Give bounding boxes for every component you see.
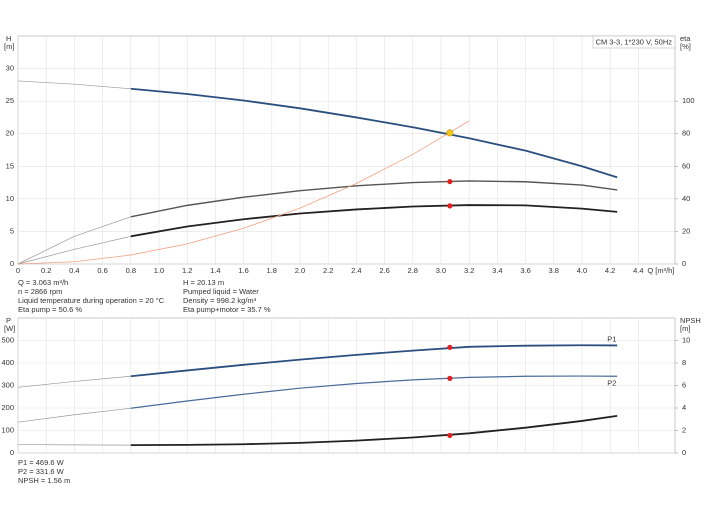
- y-tick-label: 0: [10, 448, 14, 457]
- x-tick-label: 4.0: [577, 266, 587, 275]
- curve: [17, 444, 131, 446]
- duty-point: [447, 203, 453, 209]
- x-tick-label: 1.6: [238, 266, 248, 275]
- y2-tick-label: 100: [682, 96, 695, 105]
- x-axis-label: Q [m³/h]: [647, 266, 674, 275]
- x-tick-label: 2.8: [408, 266, 418, 275]
- operating-note: Eta pump+motor = 35.7 %: [183, 305, 271, 314]
- x-tick-label: 1.4: [210, 266, 220, 275]
- x-tick-label: 0.2: [41, 266, 51, 275]
- plot-frame: [17, 35, 676, 265]
- curve: [130, 344, 618, 378]
- y2-tick-label: 60: [682, 161, 690, 170]
- operating-note: Eta pump = 50.6 %: [18, 305, 82, 314]
- x-tick-label: 4.4: [633, 266, 643, 275]
- caption-box: [592, 35, 676, 49]
- x-tick-label: 2.2: [323, 266, 333, 275]
- x-tick-label: 0.6: [97, 266, 107, 275]
- x-tick-label: 2.4: [351, 266, 361, 275]
- y2-tick-label: 0: [682, 448, 686, 457]
- duty-point: [446, 129, 454, 137]
- y2-tick-label: 40: [682, 194, 690, 203]
- y-tick-label: 0: [10, 259, 14, 268]
- curve: [17, 375, 131, 388]
- curve: [17, 407, 131, 423]
- y-axis-unit: [W]: [4, 324, 15, 333]
- y-tick-label: 500: [1, 335, 14, 344]
- curve: [130, 204, 618, 238]
- operating-note: n = 2866 rpm: [18, 287, 62, 296]
- x-tick-label: 3.2: [464, 266, 474, 275]
- y2-tick-label: 20: [682, 226, 690, 235]
- x-tick-label: 1.8: [267, 266, 277, 275]
- x-tick-label: 0: [16, 266, 20, 275]
- x-tick-label: 0.8: [126, 266, 136, 275]
- curve: [17, 80, 131, 90]
- x-tick-label: 2.0: [295, 266, 305, 275]
- operating-note: Q = 3.063 m³/h: [18, 278, 68, 287]
- y-axis-unit: [m]: [4, 42, 14, 51]
- y-tick-label: 400: [1, 358, 14, 367]
- curve: [17, 235, 131, 265]
- operating-note: Density = 998.2 kg/m³: [183, 296, 257, 305]
- operating-note: Liquid temperature during operation = 20…: [18, 296, 165, 305]
- y-tick-label: 25: [6, 96, 14, 105]
- y2-axis-label: NPSH: [680, 316, 701, 325]
- curve: [130, 414, 618, 447]
- duty-point: [447, 178, 453, 185]
- curve-label: P2: [607, 378, 616, 387]
- y2-tick-label: 8: [682, 358, 686, 367]
- caption: CM 3-3, 1*230 V, 50Hz: [596, 37, 673, 46]
- operating-note: H = 20.13 m: [183, 278, 224, 287]
- operating-note: P2 = 331.6 W: [18, 467, 65, 476]
- x-tick-label: 1.2: [182, 266, 192, 275]
- y2-tick-label: 80: [682, 129, 690, 138]
- y-tick-label: 5: [10, 226, 14, 235]
- operating-note: NPSH = 1.56 m: [18, 476, 70, 485]
- duty-point: [447, 432, 453, 439]
- y-axis-label: H: [6, 34, 11, 43]
- y2-tick-label: 4: [682, 403, 686, 412]
- y-tick-label: 300: [1, 380, 14, 389]
- x-tick-label: 0.4: [69, 266, 79, 275]
- x-tick-label: 3.6: [520, 266, 530, 275]
- y-tick-label: 20: [6, 129, 14, 138]
- y-tick-label: 200: [1, 403, 14, 412]
- curve: [17, 120, 470, 265]
- x-tick-label: 3.4: [492, 266, 502, 275]
- y2-axis-unit: [%]: [680, 42, 691, 51]
- y-tick-label: 30: [6, 64, 14, 73]
- curve-label: P1: [607, 334, 616, 343]
- x-tick-label: 2.6: [379, 266, 389, 275]
- x-tick-label: 3.0: [436, 266, 446, 275]
- y2-axis-unit: [m]: [680, 324, 690, 333]
- y2-tick-label: 2: [682, 425, 686, 434]
- y2-tick-label: 6: [682, 380, 686, 389]
- y-tick-label: 100: [1, 425, 14, 434]
- y-axis-label: P: [6, 316, 11, 325]
- curve: [17, 216, 131, 265]
- y-tick-label: 15: [6, 161, 14, 170]
- x-tick-label: 1.0: [154, 266, 164, 275]
- y2-tick-label: 10: [682, 335, 690, 344]
- operating-note: P1 = 469.6 W: [18, 458, 65, 467]
- curve: [130, 87, 618, 179]
- curve: [130, 375, 618, 409]
- x-tick-label: 4.2: [605, 266, 615, 275]
- duty-point: [447, 344, 453, 350]
- y-tick-label: 10: [6, 194, 14, 203]
- x-tick-label: 3.8: [549, 266, 559, 275]
- duty-point: [447, 375, 453, 381]
- operating-note: Pumped liquid = Water: [183, 287, 259, 296]
- curve: [130, 180, 618, 218]
- y2-tick-label: 0: [682, 259, 686, 268]
- y2-axis-label: eta: [680, 34, 691, 43]
